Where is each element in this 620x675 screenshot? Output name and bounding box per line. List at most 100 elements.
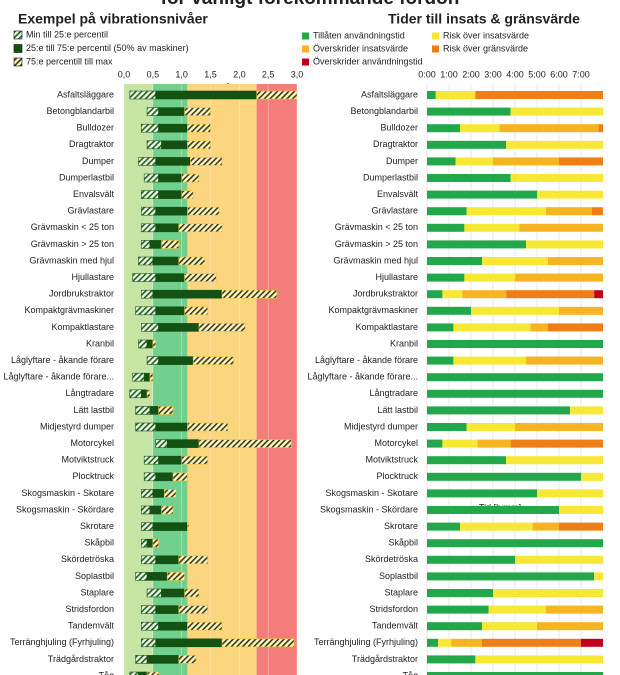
range-mid: [146, 655, 180, 664]
bar-segment: [427, 589, 493, 597]
category-label: Kranbil: [390, 338, 418, 348]
range-low: [135, 422, 157, 432]
bar-segment: [482, 257, 548, 265]
category-label: Midjestyrd dumper: [40, 421, 114, 431]
zone: [256, 84, 297, 675]
category-label: Staplare: [384, 587, 418, 597]
range-mid: [146, 538, 154, 548]
category-label: Jordbrukstraktor: [353, 289, 418, 299]
range-low: [138, 157, 157, 166]
bar-segment: [530, 323, 548, 332]
legend-swatch: [13, 44, 23, 53]
range-low: [138, 256, 154, 266]
range-low: [141, 555, 157, 565]
category-label: Grävmaskin < 25 ton: [31, 222, 114, 232]
range-low: [141, 123, 159, 133]
range-mid: [152, 256, 180, 266]
category-label: Bulldozer: [380, 123, 418, 133]
category-label: Grävlastare: [371, 206, 418, 216]
range-high: [181, 173, 200, 183]
category-label: Dumper: [386, 156, 418, 166]
legend-swatch: [302, 45, 309, 53]
category-label: Jordbrukstraktor: [49, 289, 114, 299]
x-tick-label: 3:00: [484, 69, 502, 79]
bar-segment: [548, 323, 603, 332]
bar-segment: [559, 522, 603, 531]
range-mid: [158, 190, 182, 199]
bar-segment: [451, 638, 482, 647]
range-high: [178, 655, 197, 664]
category-label: Grävmaskin < 25 ton: [335, 222, 418, 232]
category-label: Tåg: [98, 670, 114, 675]
legend-swatch: [432, 45, 439, 53]
bar-segment: [427, 638, 438, 647]
range-high: [178, 555, 208, 565]
bar-segment: [427, 406, 570, 415]
x-tick-label: 1,0: [175, 69, 188, 79]
bar-segment: [493, 157, 559, 166]
bar-segment: [499, 124, 599, 133]
category-label: Staplare: [80, 587, 114, 597]
bar-segment: [427, 472, 581, 481]
x-tick-label: 5:00: [528, 69, 546, 79]
range-mid: [158, 621, 188, 631]
range-low: [129, 90, 157, 100]
range-mid: [158, 107, 185, 116]
legend-label: Överskrider användningstid: [313, 56, 423, 66]
legend-swatch: [302, 32, 309, 40]
category-label: Grävmaskin > 25 ton: [31, 239, 114, 249]
range-low: [132, 273, 157, 282]
bar-segment: [475, 91, 603, 99]
legend-swatch: [13, 57, 23, 67]
category-label: Tåg: [402, 670, 418, 675]
category-label: Kompaktlastare: [51, 322, 114, 332]
range-mid: [146, 339, 154, 349]
range-low: [135, 306, 157, 316]
range-mid: [155, 555, 180, 565]
range-low: [141, 323, 159, 332]
range-high: [187, 206, 220, 216]
range-low: [129, 671, 139, 675]
x-tick-label: 2,5: [262, 69, 275, 79]
category-label: Plocktruck: [376, 471, 418, 481]
zone: [152, 84, 188, 675]
category-label: Grävmaskin > 25 ton: [335, 239, 418, 249]
category-label: Terränghjuling (Fyrhjuling): [314, 637, 418, 647]
range-low: [155, 439, 168, 448]
bar-segment: [519, 223, 603, 232]
range-high: [146, 671, 159, 675]
category-label: Trädgårdstraktor: [352, 654, 418, 664]
bar-segment: [559, 157, 603, 166]
bar-segment: [427, 356, 454, 365]
range-mid: [155, 422, 188, 432]
range-mid: [152, 489, 165, 498]
range-high: [187, 522, 189, 531]
category-label: Dumper: [82, 156, 114, 166]
bar-segment: [442, 439, 478, 448]
range-low: [141, 638, 157, 648]
bar-segment: [427, 522, 460, 531]
category-label: Lätt lastbil: [377, 405, 418, 415]
x-tick-label: 0:00: [418, 69, 436, 79]
bar-segment: [545, 605, 603, 614]
legend-label: Överskrider insatsvärde: [313, 43, 408, 53]
range-high: [161, 505, 174, 515]
bar-segment: [559, 306, 603, 315]
range-low: [129, 389, 142, 399]
bar-segment: [427, 223, 465, 232]
category-label: Motorcykel: [70, 438, 114, 448]
range-high: [152, 538, 159, 548]
category-label: Asfaltsläggare: [361, 89, 418, 99]
range-low: [138, 339, 148, 349]
range-mid: [146, 572, 168, 581]
category-label: Låglyftare - åkande förare: [11, 355, 114, 365]
range-mid: [158, 173, 182, 183]
category-label: Skördetröska: [61, 554, 114, 564]
range-high: [178, 256, 206, 266]
x-tick-label: 2:00: [462, 69, 480, 79]
bar-segment: [592, 207, 603, 216]
x-tick-label: 1:00: [440, 69, 458, 79]
range-high: [184, 107, 211, 116]
x-tick-label: 7:00: [572, 69, 590, 79]
